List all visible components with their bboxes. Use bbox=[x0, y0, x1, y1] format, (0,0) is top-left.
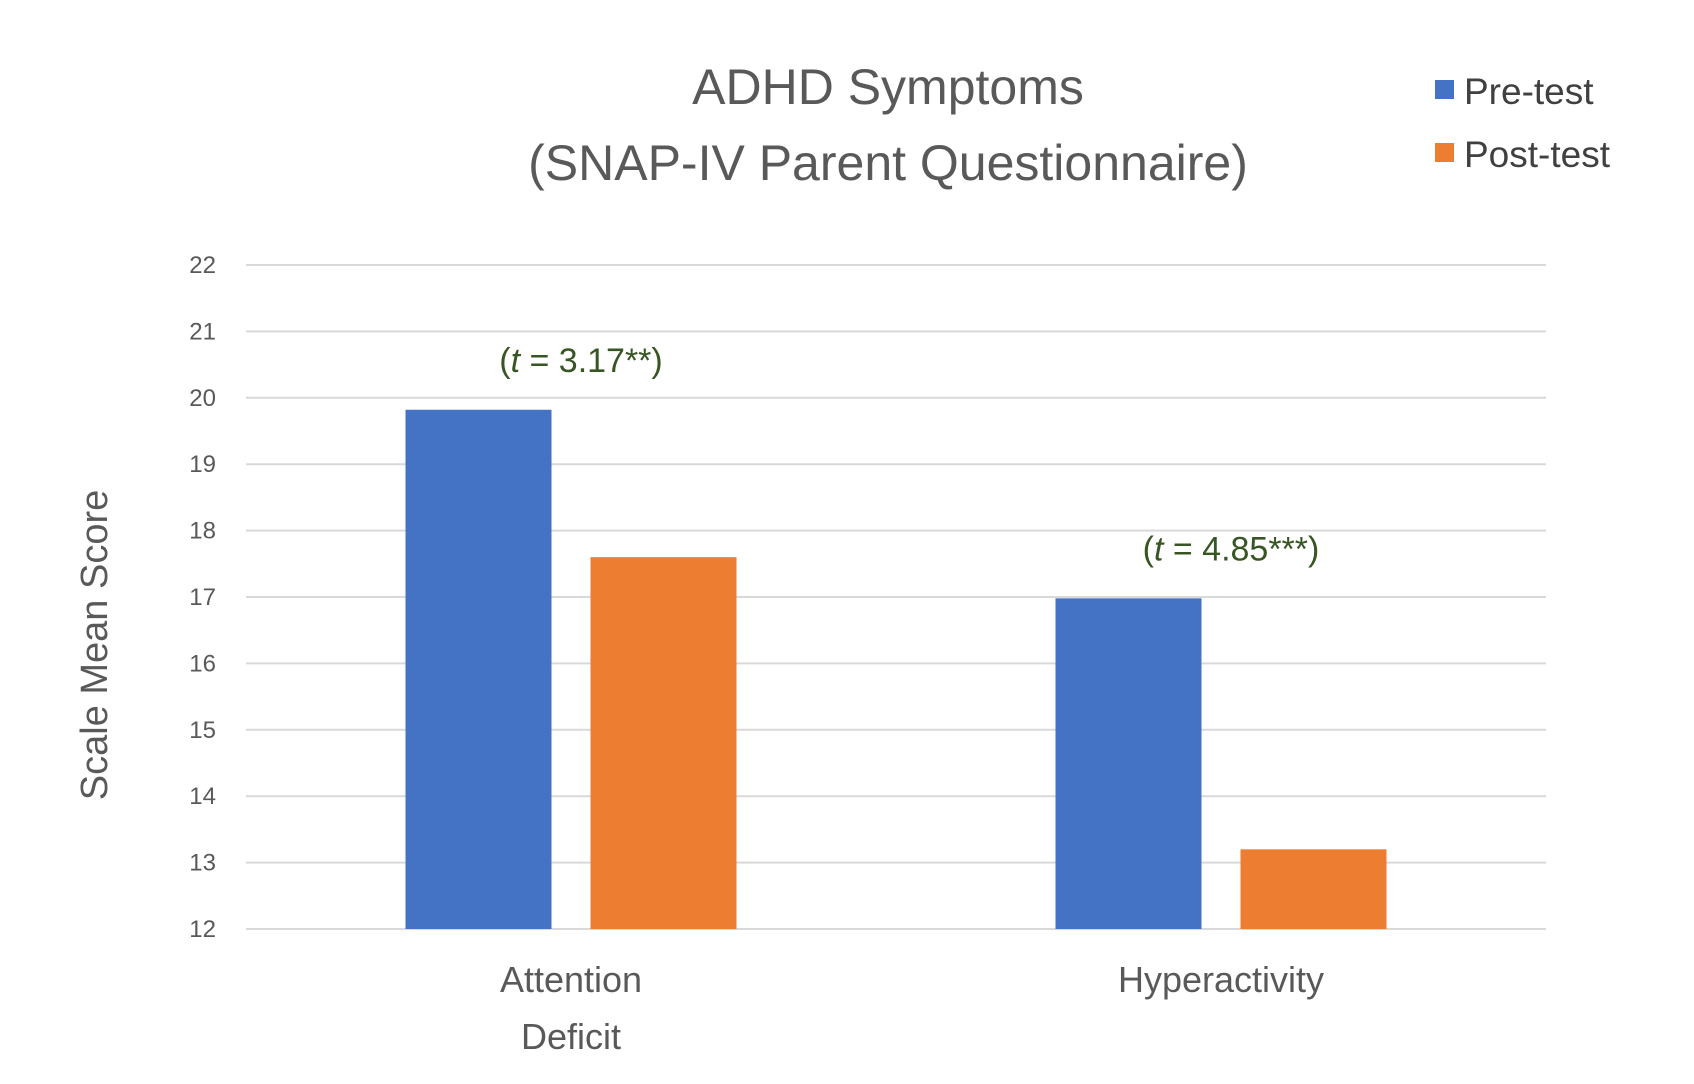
legend-swatch-post-test bbox=[1435, 143, 1454, 162]
y-tick-label: 20 bbox=[189, 385, 216, 412]
bar-post-test-1 bbox=[1240, 849, 1387, 929]
y-axis-label: Scale Mean Score bbox=[74, 490, 116, 801]
x-category-label: Attention bbox=[500, 959, 642, 1000]
y-tick-label: 19 bbox=[189, 451, 216, 478]
legend-label-pre-test: Pre-test bbox=[1464, 71, 1594, 112]
x-category-label: Deficit bbox=[521, 1016, 621, 1057]
chart-title: ADHD Symptoms bbox=[692, 59, 1084, 115]
y-tick-label: 12 bbox=[189, 916, 216, 943]
legend: Pre-test Post-test bbox=[1435, 71, 1611, 175]
significance-annotation: (t = 3.17**) bbox=[499, 342, 663, 380]
y-tick-label: 21 bbox=[189, 318, 216, 345]
y-tick-label: 16 bbox=[189, 650, 216, 677]
legend-swatch-pre-test bbox=[1435, 80, 1454, 99]
legend-label-post-test: Post-test bbox=[1464, 134, 1611, 175]
bar-pre-test-1 bbox=[1055, 598, 1202, 929]
y-tick-label: 17 bbox=[189, 584, 216, 611]
chart-subtitle: (SNAP-IV Parent Questionnaire) bbox=[528, 135, 1248, 191]
x-category-label: Hyperactivity bbox=[1118, 959, 1324, 1000]
y-tick-label: 13 bbox=[189, 850, 216, 877]
y-tick-label: 18 bbox=[189, 518, 216, 545]
annotations: (t = 3.17**) (t = 4.85***) bbox=[499, 342, 1319, 569]
y-axis-ticks: 12 13 14 15 16 17 18 19 20 21 22 bbox=[189, 252, 216, 943]
significance-annotation: (t = 4.85***) bbox=[1143, 530, 1320, 568]
bar-pre-test-0 bbox=[405, 409, 552, 929]
bar-post-test-0 bbox=[590, 557, 737, 929]
y-tick-label: 15 bbox=[189, 717, 216, 744]
x-axis-categories: Attention Deficit Hyperactivity bbox=[500, 959, 1324, 1057]
bars bbox=[405, 409, 1387, 929]
y-tick-label: 14 bbox=[189, 783, 216, 810]
y-tick-label: 22 bbox=[189, 252, 216, 279]
